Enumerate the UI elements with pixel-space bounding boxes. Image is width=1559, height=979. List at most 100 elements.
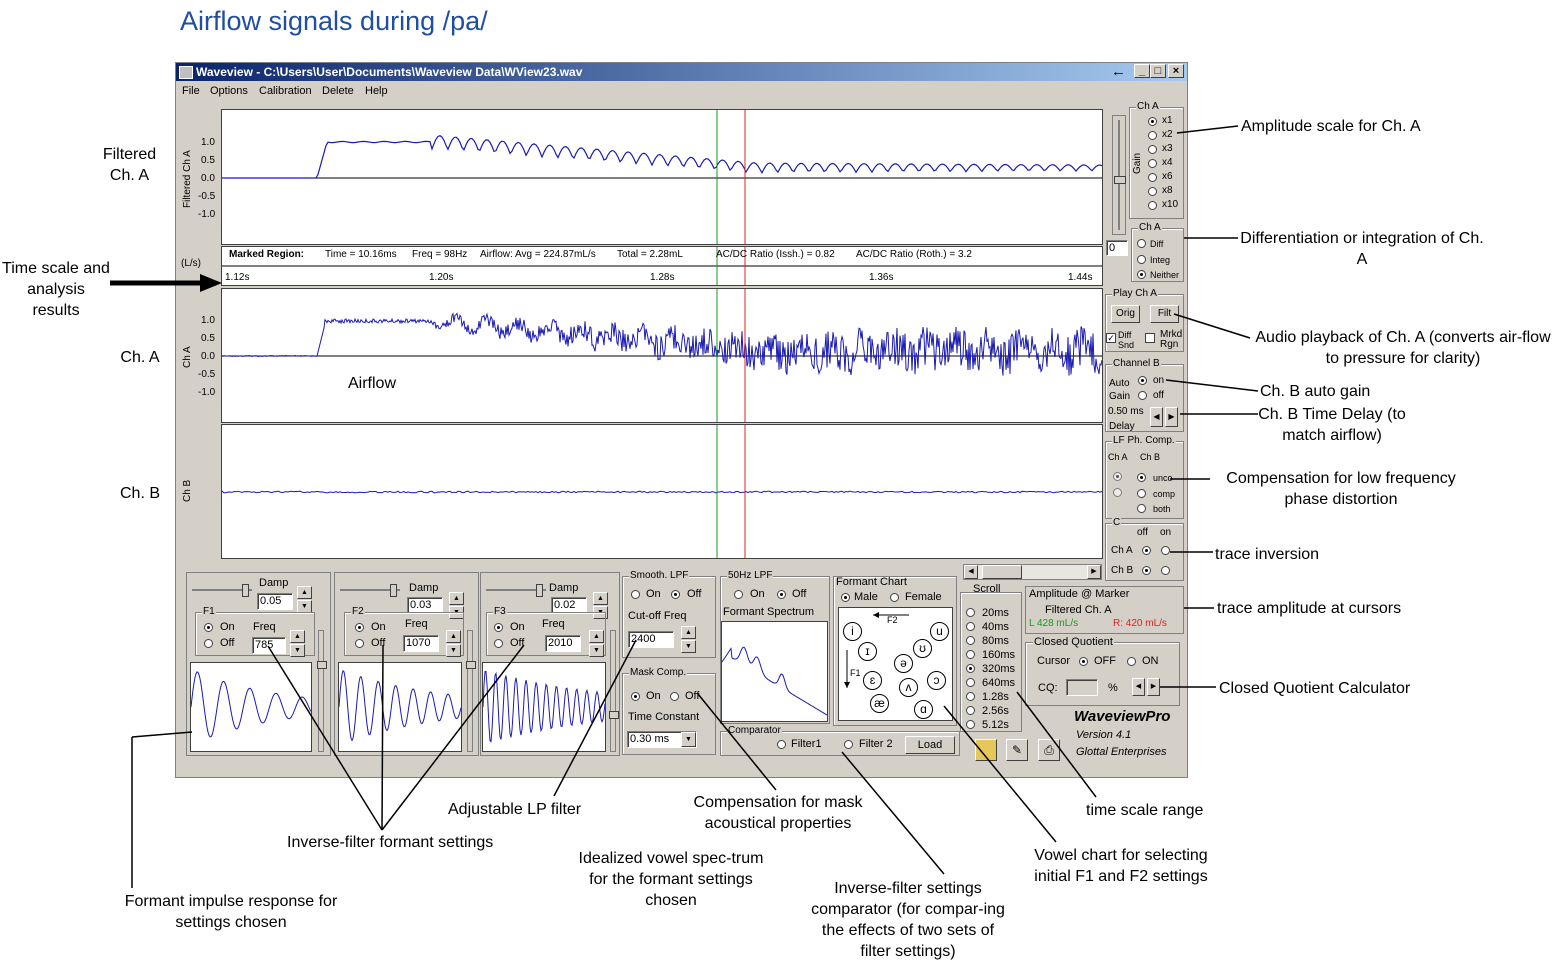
menu-file[interactable]: File <box>182 85 200 97</box>
cq-on-radio[interactable] <box>1127 657 1136 666</box>
f1-damp-slider[interactable] <box>192 584 252 597</box>
scroll-320ms-radio[interactable] <box>966 664 975 673</box>
lpf50-off-radio[interactable] <box>777 590 786 599</box>
scroll-40ms-radio[interactable] <box>966 622 975 631</box>
open-file-icon[interactable] <box>975 739 997 761</box>
f2-on-radio[interactable] <box>355 623 364 632</box>
f2-freq-slider[interactable] <box>466 630 476 752</box>
inv-chb-on-radio[interactable] <box>1161 566 1170 575</box>
close-button[interactable]: × <box>1168 64 1184 78</box>
chb-panel[interactable] <box>221 424 1103 559</box>
delay-left-button[interactable]: ◀ <box>1150 407 1163 427</box>
scroll-thumb[interactable] <box>982 565 1022 579</box>
integ-radio[interactable] <box>1137 255 1146 264</box>
lf-chb-comp-radio[interactable] <box>1137 489 1146 498</box>
gain-x2-radio[interactable] <box>1148 131 1157 140</box>
delay-right-button[interactable]: ▶ <box>1165 407 1178 427</box>
maximize-button[interactable]: □ <box>1150 64 1166 78</box>
f1-on-radio[interactable] <box>204 623 213 632</box>
lf-chb-unco-radio[interactable] <box>1137 473 1146 482</box>
scroll-left-button[interactable]: ◀ <box>964 565 978 579</box>
f3-freq-slider[interactable] <box>609 630 619 752</box>
vowel-alpha[interactable]: ɑ <box>914 700 933 719</box>
cq-right-button[interactable]: ▶ <box>1147 678 1160 696</box>
f2-damp-slider[interactable] <box>340 584 400 597</box>
cq-value-input[interactable] <box>1066 679 1098 696</box>
load-button[interactable]: Load <box>905 736 955 754</box>
scroll-5-12s-radio[interactable] <box>966 720 975 729</box>
f1-freq-spinner[interactable]: ▲ ▼ <box>290 630 305 658</box>
minimize-button[interactable]: _ <box>1134 64 1150 78</box>
cutoff-spinner[interactable]: ▲ ▼ <box>681 626 696 654</box>
auto-gain-on-radio[interactable] <box>1138 376 1147 385</box>
lf-cha-comp-radio[interactable] <box>1113 488 1122 497</box>
f3-freq-spinner[interactable]: ▲ ▼ <box>589 630 604 658</box>
f3-on-radio[interactable] <box>494 623 503 632</box>
female-radio[interactable] <box>890 593 899 602</box>
filter2-radio[interactable] <box>844 740 853 749</box>
vowel-epsilon[interactable]: ɛ <box>863 671 882 690</box>
vowel-u[interactable]: u <box>930 622 949 641</box>
vowel-open-o[interactable]: ɔ <box>927 671 946 690</box>
f3-damp-slider[interactable] <box>486 584 546 597</box>
cha-panel[interactable] <box>221 288 1103 423</box>
gain-x8-radio[interactable] <box>1148 187 1157 196</box>
cutoff-input[interactable]: 2400 <box>628 631 674 648</box>
scroll-20ms-radio[interactable] <box>966 608 975 617</box>
gain-x6-radio[interactable] <box>1148 173 1157 182</box>
inv-chb-off-radio[interactable] <box>1142 566 1151 575</box>
cq-off-radio[interactable] <box>1079 657 1088 666</box>
f1-damp-spinner[interactable]: ▲ ▼ <box>297 586 312 614</box>
lf-cha-unco-radio[interactable] <box>1113 472 1122 481</box>
smooth-lpf-on-radio[interactable] <box>631 590 640 599</box>
auto-gain-off-radio[interactable] <box>1138 391 1147 400</box>
smooth-lpf-off-radio[interactable] <box>671 590 680 599</box>
scroll-640ms-radio[interactable] <box>966 678 975 687</box>
f2-off-radio[interactable] <box>355 639 364 648</box>
mask-on-radio[interactable] <box>631 692 640 701</box>
vowel-ae[interactable]: æ <box>870 694 889 713</box>
cq-left-button[interactable]: ◀ <box>1132 678 1145 696</box>
diff-snd-checkbox[interactable]: ✓ <box>1106 333 1116 343</box>
scroll-80ms-radio[interactable] <box>966 636 975 645</box>
gain-x1-radio[interactable] <box>1148 117 1157 126</box>
lf-both-radio[interactable] <box>1137 504 1146 513</box>
mask-off-radio[interactable] <box>670 692 679 701</box>
time-constant-dropdown-icon[interactable]: ▼ <box>681 732 696 747</box>
gain-x4-radio[interactable] <box>1148 159 1157 168</box>
vowel-small-i[interactable]: ɪ <box>858 642 877 661</box>
f2-damp-input[interactable]: 0.03 <box>407 597 443 614</box>
menu-delete[interactable]: Delete <box>322 85 354 97</box>
gain-x10-radio[interactable] <box>1148 201 1157 210</box>
play-orig-button[interactable]: Orig <box>1111 305 1140 323</box>
time-scrollbar[interactable]: ◀ ▶ <box>963 564 1102 580</box>
vowel-schwa[interactable]: ə <box>894 654 913 673</box>
f1-off-radio[interactable] <box>204 639 213 648</box>
inv-cha-off-radio[interactable] <box>1142 546 1151 555</box>
time-constant-select[interactable]: 0.30 ms <box>627 731 697 748</box>
menu-options[interactable]: Options <box>210 85 248 97</box>
scroll-2-56s-radio[interactable] <box>966 706 975 715</box>
f3-damp-input[interactable]: 0.02 <box>551 597 587 614</box>
settings-tool-icon[interactable]: ✎ <box>1006 739 1028 761</box>
scroll-1-28s-radio[interactable] <box>966 692 975 701</box>
diff-radio[interactable] <box>1137 239 1146 248</box>
f3-off-radio[interactable] <box>494 639 503 648</box>
scroll-160ms-radio[interactable] <box>966 650 975 659</box>
gain-slider[interactable] <box>1112 115 1126 235</box>
f2-freq-input[interactable]: 1070 <box>403 635 439 652</box>
vowel-wedge[interactable]: ʌ <box>899 678 918 697</box>
vowel-upsilon[interactable]: ʊ <box>913 639 932 658</box>
filter1-radio[interactable] <box>777 740 786 749</box>
vowel-chart[interactable]: F2 F1 i u ɪ ʊ ə ɛ ʌ ɔ æ ɑ <box>838 607 953 721</box>
filtered-cha-panel[interactable] <box>221 109 1103 245</box>
back-arrow-icon[interactable]: ← <box>1111 63 1126 80</box>
print-icon[interactable]: ⎙ <box>1038 739 1060 761</box>
male-radio[interactable] <box>841 593 850 602</box>
f1-damp-input[interactable]: 0.05 <box>257 593 293 610</box>
gain-x3-radio[interactable] <box>1148 145 1157 154</box>
inv-cha-on-radio[interactable] <box>1161 546 1170 555</box>
play-filt-button[interactable]: Filt <box>1150 305 1179 323</box>
mrkd-rgn-checkbox[interactable] <box>1145 333 1155 343</box>
scroll-right-button[interactable]: ▶ <box>1087 565 1101 579</box>
